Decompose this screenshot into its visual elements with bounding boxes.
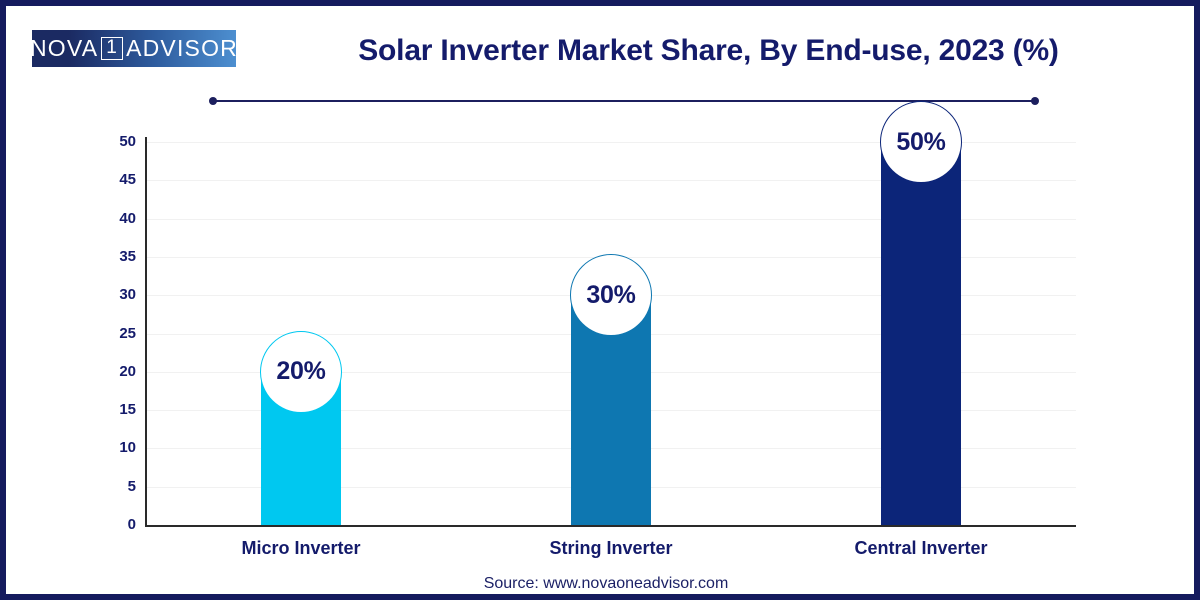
- data-label-bubble-micro-inverter: 20%: [260, 330, 342, 413]
- y-axis-tick-label: 15: [119, 401, 136, 419]
- page-title: Solar Inverter Market Share, By End-use,…: [358, 34, 1059, 67]
- logo-text: NOVA 1 ADVISOR: [30, 37, 238, 60]
- x-axis-line: [145, 525, 1076, 527]
- logo-text-nova: NOVA: [30, 35, 99, 61]
- logo-text-advisor: ADVISOR: [126, 35, 238, 61]
- data-label-value: 30%: [586, 280, 636, 309]
- x-axis-label-micro-inverter: Micro Inverter: [241, 538, 361, 558]
- nova-advisor-logo: NOVA 1 ADVISOR: [30, 30, 238, 67]
- divider-dot-right: [1031, 96, 1039, 105]
- x-axis-label-central-inverter: Central Inverter: [854, 538, 988, 558]
- y-axis-tick-label: 0: [127, 516, 136, 533]
- x-axis-label-string-inverter: String Inverter: [549, 538, 673, 558]
- y-axis-tick-label: 10: [119, 439, 136, 457]
- y-axis-tick-label: 5: [127, 477, 136, 495]
- y-axis-tick-label: 30: [119, 286, 136, 304]
- data-label-value: 50%: [896, 127, 946, 156]
- gridline: [146, 142, 1076, 143]
- y-axis-tick-label: 50: [119, 133, 136, 150]
- divider-rule: [213, 99, 1035, 102]
- logo-badge-one: 1: [101, 37, 124, 60]
- data-label-bubble-string-inverter: 30%: [570, 254, 652, 337]
- bar-chart-plot: 0 5 10 15 20 25 30 35 40 45 50 20% 30% 50% Micro Inv…: [6, 6, 1200, 606]
- data-label-value: 20%: [276, 357, 326, 386]
- y-axis-line: [145, 137, 147, 527]
- gridline: [146, 180, 1076, 182]
- y-axis-tick-label: 45: [119, 171, 136, 189]
- y-axis-tick-label: 40: [119, 209, 136, 227]
- source-note: Source: www.novaoneadvisor.com: [483, 575, 729, 592]
- title-divider: [209, 96, 1039, 105]
- y-axis-tick-label: 25: [119, 324, 136, 342]
- y-axis-tick-label: 35: [119, 247, 136, 265]
- data-label-bubble-central-inverter: 50%: [880, 101, 962, 183]
- gridline: [146, 218, 1076, 220]
- y-axis-tick-label: 20: [119, 362, 136, 380]
- bar-central-inverter[interactable]: [881, 142, 961, 525]
